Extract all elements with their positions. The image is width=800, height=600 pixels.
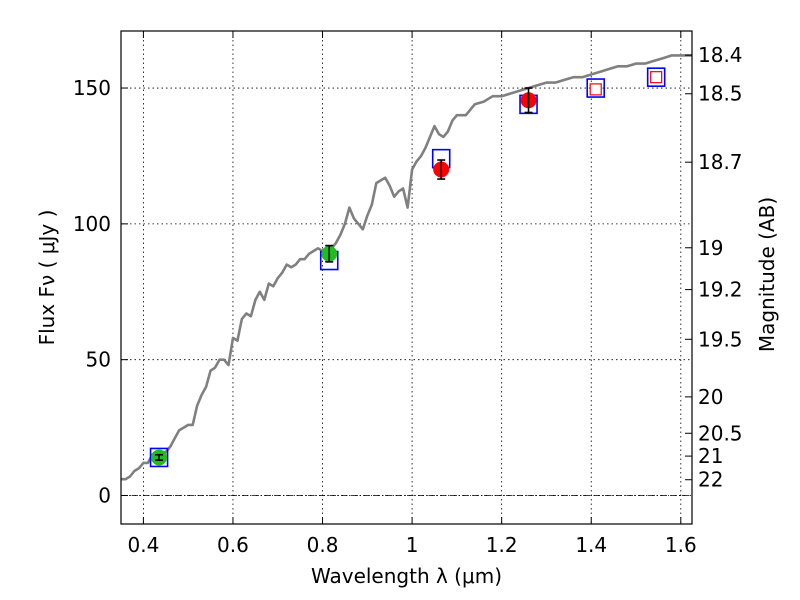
x-axis-label: Wavelength λ (μm) [311, 564, 502, 588]
right-tick-label: 20 [698, 385, 723, 409]
upper-limit-square [650, 71, 663, 84]
x-tick-label: 1.6 [665, 533, 697, 557]
y-tick-label: 150 [73, 76, 111, 100]
right-tick-label: 19 [698, 236, 723, 260]
right-tick-label: 18.7 [698, 150, 743, 174]
plot-frame [120, 30, 693, 525]
right-tick-label: 22 [698, 468, 723, 492]
x-tick-label: 0.6 [217, 533, 249, 557]
right-tick-label: 18.5 [698, 82, 743, 106]
x-tick-label: 1.4 [575, 533, 607, 557]
spectrum [121, 54, 692, 481]
x-tick-label: 1 [406, 533, 419, 557]
right-tick-label: 21 [698, 444, 723, 468]
spectrum-line [121, 54, 692, 481]
grid [121, 31, 692, 524]
model-square [646, 67, 666, 87]
x-tick-label: 1.2 [486, 533, 518, 557]
right-tick-label: 18.4 [698, 43, 743, 67]
right-tick-label: 19.2 [698, 278, 743, 302]
right-tick-label: 19.5 [698, 327, 743, 351]
right-tick-label: 20.5 [698, 421, 743, 445]
x-tick-label: 0.8 [307, 533, 339, 557]
model-square [586, 78, 606, 98]
photometry-points [149, 67, 666, 468]
right-y-axis-label: Magnitude (AB) [755, 197, 779, 352]
upper-limit-square [589, 83, 602, 96]
x-tick-label: 0.4 [127, 533, 159, 557]
y-axis-label: Flux Fν ( μJy ) [35, 210, 59, 346]
model-square [149, 447, 169, 468]
y-tick-label: 50 [86, 348, 111, 372]
axis-ticks: 0.4 0.6 0.8 1 1.2 1.4 1.6 0 50 100 150 18.4 18.5 18.7… [73, 31, 743, 557]
y-tick-label: 100 [73, 212, 111, 236]
y-tick-label: 0 [98, 483, 111, 507]
